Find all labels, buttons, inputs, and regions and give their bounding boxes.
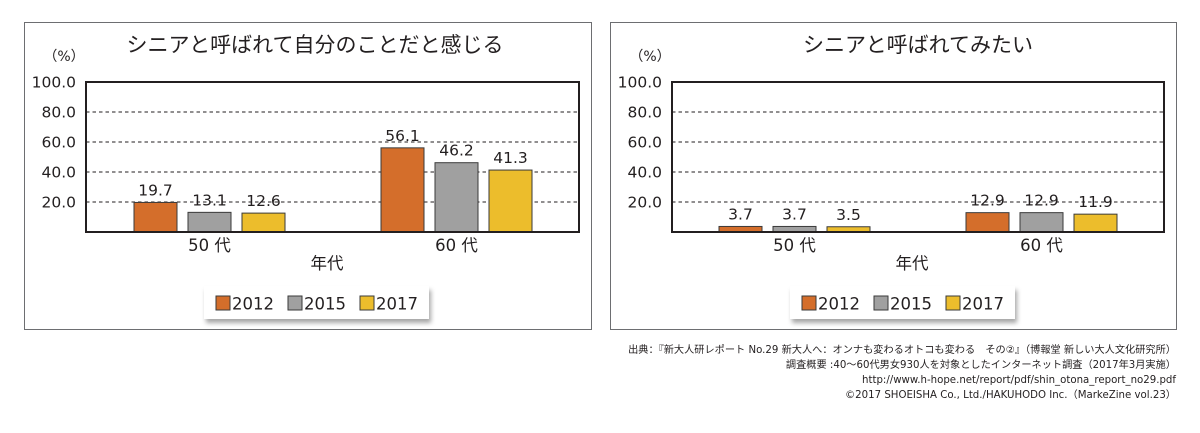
chart-panel-right: シニアと呼ばれてみたい （%） 20.0 40.0 60.0 80.0 100.0 3.7 12… xyxy=(610,22,1177,330)
data-label: 3.5 xyxy=(836,206,861,224)
x-category-label: 60 代 xyxy=(435,236,478,255)
legend-label: 2015 xyxy=(890,295,932,314)
legend-box xyxy=(204,286,429,319)
data-label: 11.9 xyxy=(1078,193,1113,211)
legend-swatch-2012 xyxy=(215,295,231,311)
x-category-label: 50 代 xyxy=(773,236,816,255)
data-label: 46.2 xyxy=(439,142,474,160)
footer-source: 出典：『新大人研レポート No.29 新大人へ：オンナも変わるオトコも変わる そ… xyxy=(628,345,1176,356)
bar-2015-1 xyxy=(1019,212,1064,233)
data-label: 12.9 xyxy=(970,192,1005,210)
legend-label: 2017 xyxy=(376,295,418,314)
legend-swatch-2017 xyxy=(359,295,375,311)
chart-panel-left: シニアと呼ばれて自分のことだと感じる （%） 20.0 40.0 60.0 80.0 100… xyxy=(24,22,592,330)
bar-2012-1 xyxy=(965,212,1010,233)
y-tick-label: 80.0 xyxy=(627,104,662,122)
x-category-label: 50 代 xyxy=(188,236,231,255)
bar-chart-feel-senior: シニアと呼ばれて自分のことだと感じる （%） 20.0 40.0 60.0 80.0 100… xyxy=(32,33,580,319)
legend-label: 2017 xyxy=(962,295,1004,314)
legend-swatch-2015 xyxy=(287,295,303,311)
footer-copyright: ©2017 SHOEISHA Co., Ltd./HAKUHODO Inc.（M… xyxy=(844,390,1176,401)
y-tick-label: 40.0 xyxy=(41,164,76,182)
x-axis-label: 年代 xyxy=(896,254,930,273)
legend-label: 2012 xyxy=(232,295,274,314)
bar-2017-0 xyxy=(241,212,286,233)
data-label: 3.7 xyxy=(728,205,753,223)
legend: 2012 2015 2017 xyxy=(790,286,1015,319)
y-tick-label: 60.0 xyxy=(627,134,662,152)
chart-title: シニアと呼ばれて自分のことだと感じる xyxy=(127,33,504,57)
legend-label: 2012 xyxy=(818,295,860,314)
y-tick-label: 40.0 xyxy=(627,164,662,182)
x-category-label: 60 代 xyxy=(1020,236,1063,255)
bar-chart-want-senior: シニアと呼ばれてみたい （%） 20.0 40.0 60.0 80.0 100.0 3.7 12… xyxy=(618,33,1165,319)
y-unit-label: （%） xyxy=(43,49,84,65)
legend-label: 2015 xyxy=(304,295,346,314)
bar-2015-0 xyxy=(187,211,232,233)
legend-swatch-2015 xyxy=(873,295,889,311)
data-label: 19.7 xyxy=(138,181,173,199)
legend: 2012 2015 2017 xyxy=(204,286,429,319)
bar-2015-1 xyxy=(434,162,479,233)
y-tick-label: 60.0 xyxy=(41,134,76,152)
data-label: 3.7 xyxy=(782,205,807,223)
data-label: 13.1 xyxy=(192,191,227,209)
legend-swatch-2012 xyxy=(801,295,817,311)
source-footer: 出典：『新大人研レポート No.29 新大人へ：オンナも変わるオトコも変わる そ… xyxy=(628,343,1176,403)
legend-box xyxy=(790,286,1015,319)
footer-url: http://www.h-hope.net/report/pdf/shin_ot… xyxy=(862,375,1176,386)
y-unit-label: （%） xyxy=(629,49,670,65)
plot-frame xyxy=(85,81,580,233)
data-label: 41.3 xyxy=(493,149,528,167)
y-tick-label: 80.0 xyxy=(41,104,76,122)
y-tick-label: 20.0 xyxy=(627,194,662,212)
bar-2012-1 xyxy=(380,147,425,233)
bar-2017-1 xyxy=(1073,213,1118,233)
data-label: 12.9 xyxy=(1024,192,1059,210)
x-axis-label: 年代 xyxy=(311,254,345,273)
data-label: 56.1 xyxy=(385,127,420,145)
bar-2017-1 xyxy=(488,169,533,233)
plot-frame xyxy=(671,81,1165,233)
y-tick-label: 100.0 xyxy=(32,74,76,92)
chart-title: シニアと呼ばれてみたい xyxy=(803,33,1033,57)
y-tick-label: 100.0 xyxy=(618,74,662,92)
y-tick-label: 20.0 xyxy=(41,194,76,212)
bar-2012-0 xyxy=(133,201,178,233)
footer-survey: 調査概要 :40～60代男女930人を対象としたインターネット調査（2017年3… xyxy=(785,360,1176,371)
data-label: 12.6 xyxy=(246,192,281,210)
legend-swatch-2017 xyxy=(945,295,961,311)
